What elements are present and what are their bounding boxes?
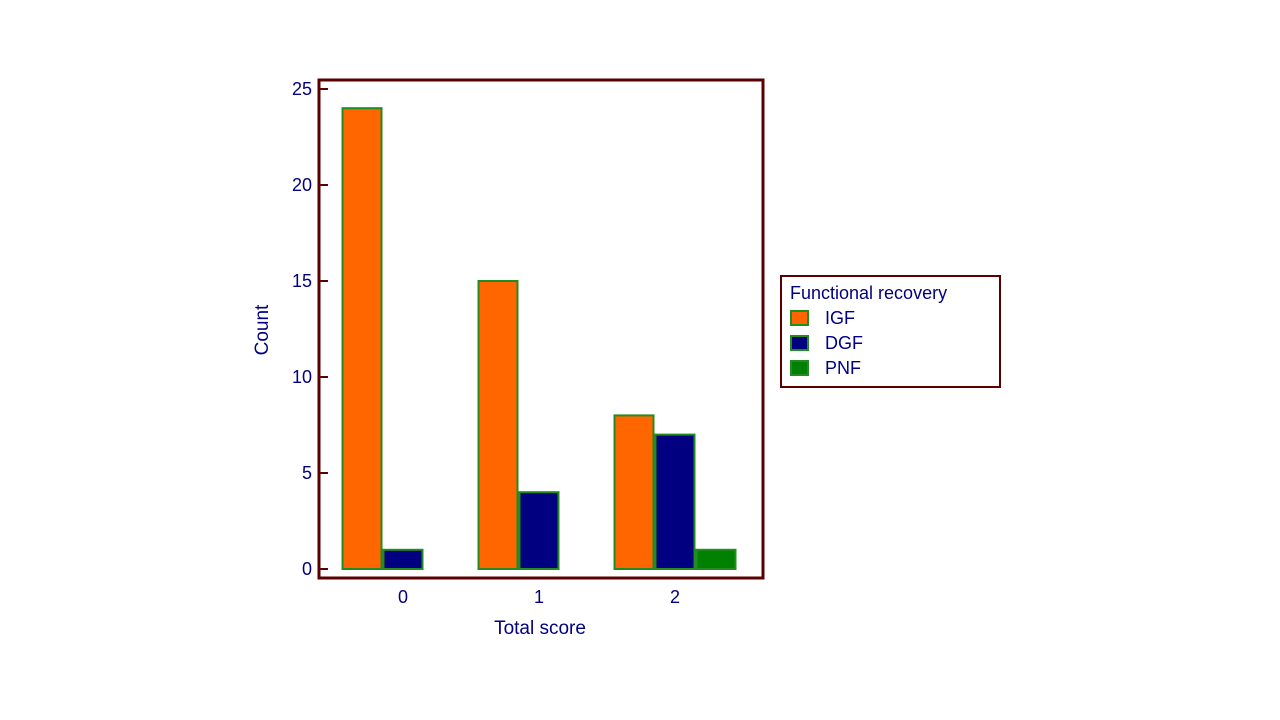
y-axis-title: Count [252,304,273,355]
bar-dgf-1 [518,491,560,571]
legend-label-dgf: DGF [825,333,863,353]
legend-label-pnf: PNF [825,358,861,378]
legend-label-igf: IGF [825,308,855,328]
y-tick-label-25: 25 [292,79,312,99]
legend-swatch-pnf [790,360,809,376]
bar-dgf-2 [654,433,696,570]
x-axis-title: Total score [494,618,586,639]
y-tick-label-20: 20 [292,175,312,195]
x-tick-label-0: 0 [398,587,408,607]
bar-igf-1 [477,280,519,570]
bar-pnf-2 [695,548,737,570]
legend-swatch-dgf [790,335,809,351]
y-tick-label-0: 0 [302,559,312,579]
x-tick-label-1: 1 [534,587,544,607]
plot-frame [317,78,765,580]
bar-igf-2 [613,414,655,570]
y-tick-label-5: 5 [302,463,312,483]
bar-igf-0 [341,107,383,570]
ticks-layer: 0 5 10 15 20 25 0 1 2 [292,79,680,607]
legend-title: Functional recovery [790,283,947,303]
x-tick-label-2: 2 [670,587,680,607]
legend-items: IGF DGF PNF [790,308,863,378]
y-tick-label-15: 15 [292,271,312,291]
y-tick-label-10: 10 [292,367,312,387]
bars-layer [341,107,737,571]
legend-swatch-igf [790,310,809,326]
legend: Functional recovery IGF DGF PNF [780,275,1001,388]
bar-dgf-0 [382,548,424,570]
legend-box [780,275,1001,388]
